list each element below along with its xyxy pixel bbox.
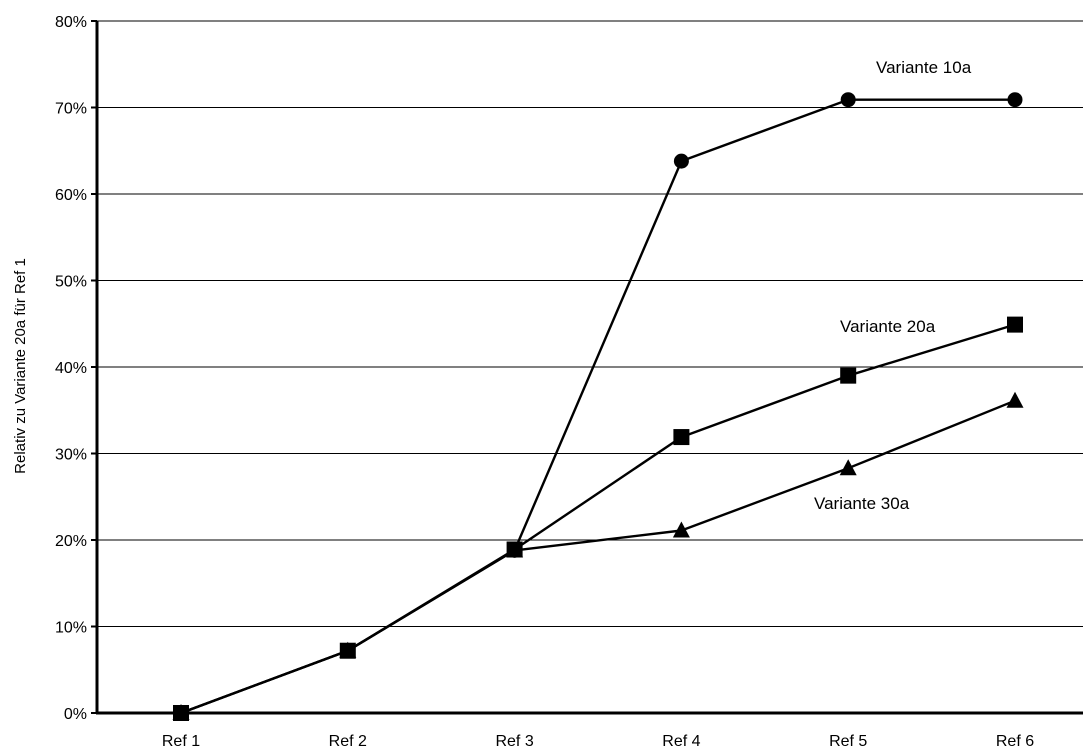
data-point-variante-20a (673, 429, 690, 446)
x-tick-label: Ref 5 (829, 733, 867, 750)
y-axis-title: Relativ zu Variante 20a für Ref 1 (12, 258, 29, 474)
labels: Relativ zu Variante 20a für Ref 1 Varian… (12, 14, 1034, 750)
data-point-variante-20a (1007, 316, 1023, 333)
y-tick-label: 10% (55, 620, 87, 637)
data-point-variante-20a (339, 642, 356, 659)
y-tick-label: 60% (55, 187, 87, 204)
x-tick-label: Ref 3 (495, 733, 533, 750)
series-lines (180, 98, 1016, 715)
data-point-variante-10a (1007, 92, 1023, 108)
x-tick-label: Ref 6 (996, 733, 1034, 750)
y-tick-label: 80% (55, 14, 87, 31)
series-markers (172, 92, 1024, 721)
series-label-variante-10a: Variante 10a (876, 58, 972, 77)
series-line-variante-20a (180, 323, 1016, 715)
y-tick-label: 50% (55, 274, 87, 291)
y-tick-label: 0% (64, 706, 87, 723)
data-point-variante-20a (173, 705, 189, 721)
series-label-variante-30a: Variante 30a (814, 494, 910, 513)
series-line-variante-30a (180, 399, 1016, 715)
data-point-variante-20a (506, 541, 523, 558)
y-tick-label: 20% (55, 533, 87, 550)
data-point-variante-30a (1006, 391, 1024, 408)
x-tick-label: Ref 4 (662, 733, 700, 750)
y-tick-label: 30% (55, 447, 87, 464)
grid-lines (97, 20, 1083, 627)
data-point-variante-30a (839, 459, 857, 476)
y-tick-label: 70% (55, 101, 87, 118)
data-point-variante-10a (673, 153, 689, 169)
x-tick-label: Ref 2 (329, 733, 367, 750)
x-tick-label: Ref 1 (162, 733, 200, 750)
series-line-variante-10a (180, 98, 1015, 715)
data-point-variante-20a (840, 367, 857, 384)
series-label-variante-20a: Variante 20a (840, 317, 936, 336)
data-point-variante-10a (840, 92, 856, 108)
data-point-variante-30a (672, 521, 690, 538)
y-tick-label: 40% (55, 360, 87, 377)
axes (91, 20, 1083, 715)
